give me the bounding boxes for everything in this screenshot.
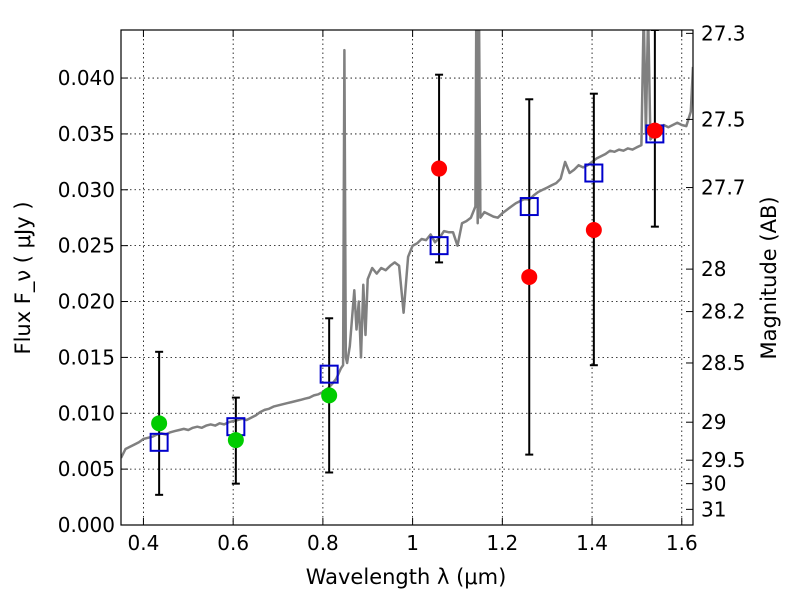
y2-tick-label: 29.5 <box>701 448 746 472</box>
x-tick-label: 0.8 <box>307 531 339 555</box>
y-tick-label: 0.005 <box>58 457 115 481</box>
detection-point <box>227 432 244 449</box>
x-tick-label: 1.2 <box>486 531 518 555</box>
upper-limit-point <box>521 268 538 285</box>
grid <box>121 30 693 526</box>
y-tick-label: 0.025 <box>58 234 115 258</box>
y2-tick-label: 29 <box>701 410 726 434</box>
spectrum-layer <box>121 30 693 459</box>
model-photometry-square <box>319 364 339 384</box>
markers <box>149 122 665 452</box>
plot-frame <box>120 29 694 526</box>
y2-tick-label: 30 <box>701 472 726 496</box>
model-photometry-square <box>519 197 539 217</box>
y2-tick-label: 28.5 <box>701 351 746 375</box>
x-tick-label: 0.6 <box>217 531 249 555</box>
upper-limit-point <box>585 222 602 239</box>
y-tick-label: 0.015 <box>58 345 115 369</box>
model-photometry-square <box>584 163 604 183</box>
y-tick-label: 0.010 <box>58 401 115 425</box>
model-photometry-square <box>149 432 169 452</box>
y-tick-label: 0.040 <box>58 66 115 90</box>
y2-tick-label: 31 <box>701 497 726 521</box>
y2-tick-label: 28 <box>701 257 726 281</box>
tick-labels: 0.4 0.6 0.8 1 1.2 1.4 1.6 0.000 0.005 0.010 0.015 0… <box>58 21 746 555</box>
y2-tick-label: 28.2 <box>701 300 746 324</box>
y2-tick-label: 27.3 <box>701 21 746 45</box>
x-tick-label: 1 <box>406 531 419 555</box>
upper-limit-point <box>431 160 448 177</box>
x-tick-label: 1.6 <box>666 531 698 555</box>
y2-tick-label: 27.5 <box>701 107 746 131</box>
model-photometry-square <box>429 236 449 256</box>
x-tick-label: 1.4 <box>576 531 608 555</box>
y-tick-label: 0.020 <box>58 290 115 314</box>
y-tick-label: 0.000 <box>58 513 115 537</box>
x-axis-label: Wavelength λ (μm) <box>306 565 507 589</box>
detection-point <box>151 415 168 432</box>
y2-tick-label: 27.7 <box>701 176 746 200</box>
y-tick-label: 0.030 <box>58 178 115 202</box>
ticks <box>121 30 693 526</box>
model-spectrum-line <box>121 30 693 459</box>
y2-axis-label: Magnitude (AB) <box>757 196 781 359</box>
y-tick-label: 0.035 <box>58 122 115 146</box>
y-axis-label: Flux F_ν ( μJy ) <box>11 201 36 354</box>
detection-point <box>321 387 338 404</box>
upper-limit-point <box>646 122 663 139</box>
x-tick-label: 0.4 <box>128 531 160 555</box>
